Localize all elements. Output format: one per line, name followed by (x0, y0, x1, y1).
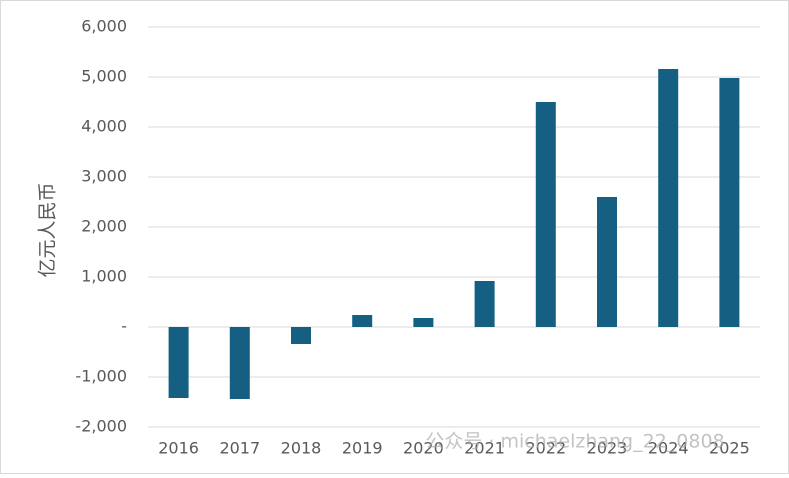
y-axis-label: 亿元人民币 (37, 182, 59, 277)
x-tick-label: 2021 (464, 439, 505, 458)
bar (597, 197, 617, 327)
y-tick-label: 2,000 (81, 217, 127, 236)
y-tick-label: -2,000 (75, 417, 127, 436)
y-tick-label: 5,000 (81, 67, 127, 86)
x-tick-label: 2024 (648, 439, 689, 458)
bar (658, 69, 679, 327)
y-tick-label: 3,000 (81, 167, 127, 186)
bar (535, 102, 556, 327)
bar (719, 78, 740, 327)
x-tick-label: 2023 (587, 439, 628, 458)
y-tick-label: 6,000 (81, 17, 127, 36)
bar (413, 318, 434, 327)
bar (291, 327, 311, 344)
y-tick-label: 1,000 (81, 267, 127, 286)
bar (229, 327, 250, 399)
y-tick-label: - (121, 317, 127, 336)
bar (474, 281, 495, 327)
y-tick-label: -1,000 (75, 367, 127, 386)
watermark: 公众号 · michaelzhang_22_0808 (425, 431, 724, 453)
bar (168, 327, 189, 398)
x-tick-label: 2022 (525, 439, 566, 458)
x-tick-label: 2019 (342, 439, 383, 458)
y-tick-label: 4,000 (81, 117, 127, 136)
x-tick-label: 2025 (709, 439, 750, 458)
x-tick-label: 2016 (158, 439, 199, 458)
x-tick-label: 2020 (403, 439, 444, 458)
x-tick-label: 2017 (219, 439, 260, 458)
bar (352, 315, 373, 327)
x-tick-label: 2018 (281, 439, 322, 458)
